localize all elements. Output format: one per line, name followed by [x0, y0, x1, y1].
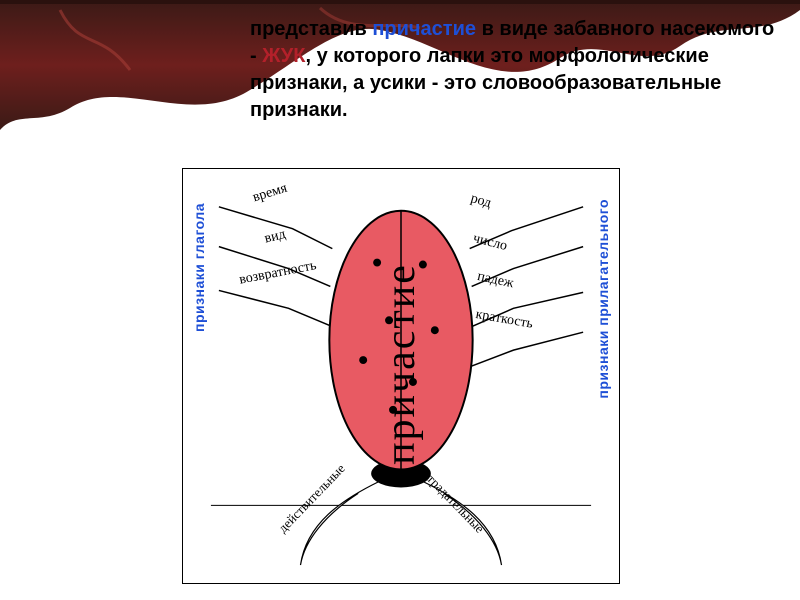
intro-paragraph: представив причастие в виде забавного на… [250, 16, 780, 124]
para-participle: причастие [372, 18, 476, 40]
vert-label-left: признаки глагола [191, 203, 207, 332]
para-tail: , у которого лапки это морфологические п… [250, 45, 721, 121]
vert-label-right: признаки прилагательного [595, 199, 611, 399]
beetle-body-label: причастие [377, 263, 425, 465]
beetle-diagram: признаки глагола признаки прилагательног… [182, 168, 620, 584]
para-zhuk: ЖУК [262, 45, 305, 67]
para-lead: представив [250, 18, 372, 40]
